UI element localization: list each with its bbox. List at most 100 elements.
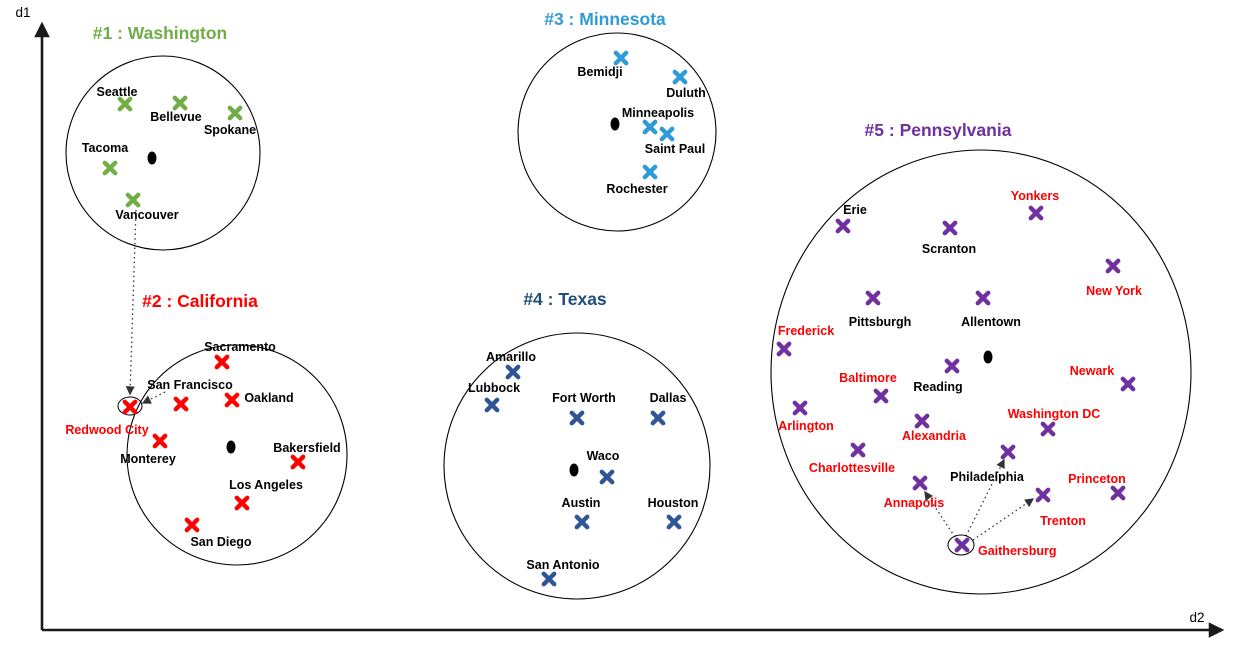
city-marker-monterey: [152, 433, 168, 449]
city-marker-los-angeles: [234, 495, 250, 511]
city-label-houston: Houston: [648, 496, 699, 510]
city-marker-allentown: [975, 290, 991, 306]
city-marker-saint-paul: [659, 126, 675, 142]
city-marker-austin: [574, 514, 590, 530]
city-label-vancouver: Vancouver: [115, 208, 178, 222]
city-marker-new-york: [1105, 258, 1121, 274]
city-label-spokane: Spokane: [204, 123, 256, 137]
city-marker-sacramento: [214, 354, 230, 370]
cluster-texas-circle: [443, 332, 711, 600]
city-label-bemidji: Bemidji: [577, 65, 622, 79]
city-label-scranton: Scranton: [922, 242, 976, 256]
city-label-yonkers: Yonkers: [1011, 189, 1059, 203]
city-label-oakland: Oakland: [244, 391, 293, 405]
city-marker-dallas: [650, 410, 666, 426]
city-label-baltimore: Baltimore: [839, 371, 897, 385]
cluster-title-washington: #1 : Washington: [93, 23, 228, 43]
city-label-princeton: Princeton: [1068, 472, 1126, 486]
cluster-california-centroid: [226, 440, 236, 454]
city-label-austin: Austin: [562, 496, 601, 510]
city-marker-amarillo: [505, 364, 521, 380]
city-marker-vancouver: [125, 192, 141, 208]
cluster-title-minnesota: #3 : Minnesota: [544, 9, 666, 29]
city-label-san-francisco: San Francisco: [147, 378, 233, 392]
city-marker-houston: [666, 514, 682, 530]
arrow-vancouver-to-redwood-city: [125, 209, 137, 396]
city-label-lubbock: Lubbock: [468, 381, 520, 395]
city-label-duluth: Duluth: [666, 86, 706, 100]
city-marker-tacoma: [102, 160, 118, 176]
city-label-newark: Newark: [1070, 364, 1115, 378]
city-label-washington-dc: Washington DC: [1008, 407, 1101, 421]
city-marker-bellevue: [172, 95, 188, 111]
city-marker-charlottesville: [850, 442, 866, 458]
city-label-allentown: Allentown: [961, 315, 1021, 329]
redwood-city-highlight: [117, 396, 143, 416]
city-marker-waco: [599, 469, 615, 485]
cluster-title-pennsylvania: #5 : Pennsylvania: [865, 120, 1012, 140]
city-label-redwood-city: Redwood City: [65, 423, 148, 437]
city-label-rochester: Rochester: [606, 182, 667, 196]
city-marker-princeton: [1110, 485, 1126, 501]
city-marker-redwood-city: [122, 399, 138, 415]
city-label-bellevue: Bellevue: [150, 110, 201, 124]
city-marker-gaithersburg: [954, 537, 970, 553]
cluster-california-circle: [126, 344, 348, 566]
city-label-waco: Waco: [587, 449, 620, 463]
city-marker-pittsburgh: [865, 290, 881, 306]
city-label-seattle: Seattle: [97, 85, 138, 99]
city-label-annapolis: Annapolis: [884, 496, 944, 510]
city-marker-minneapolis: [642, 119, 658, 135]
cluster-minnesota-centroid: [610, 117, 620, 131]
city-marker-san-francisco: [173, 396, 189, 412]
city-marker-spokane: [227, 105, 243, 121]
cluster-washington-centroid: [147, 151, 157, 165]
city-label-san-diego: San Diego: [190, 535, 251, 549]
city-marker-reading: [944, 358, 960, 374]
city-marker-fort-worth: [569, 410, 585, 426]
city-label-monterey: Monterey: [120, 452, 176, 466]
city-marker-san-diego: [184, 517, 200, 533]
city-marker-washington-dc: [1040, 421, 1056, 437]
gaithersburg-highlight: [947, 534, 975, 556]
arrow-gaithersburg-to-philadelphia: [965, 458, 1005, 537]
city-label-arlington: Arlington: [778, 419, 834, 433]
city-marker-philadelphia: [1000, 444, 1016, 460]
city-marker-baltimore: [873, 388, 889, 404]
city-marker-san-antonio: [541, 571, 557, 587]
city-label-new-york: New York: [1086, 284, 1142, 298]
city-label-tacoma: Tacoma: [82, 141, 129, 155]
city-marker-scranton: [942, 220, 958, 236]
city-marker-annapolis: [912, 475, 928, 491]
city-marker-bakersfield: [290, 454, 306, 470]
city-label-pittsburgh: Pittsburgh: [849, 315, 912, 329]
city-label-gaithersburg: Gaithersburg: [978, 544, 1057, 558]
y-axis-label: d1: [15, 5, 30, 20]
cluster-pennsylvania-circle: [770, 149, 1192, 595]
city-marker-frederick: [776, 341, 792, 357]
arrow-gaithersburg-to-trenton: [972, 498, 1035, 541]
cluster-minnesota-circle: [517, 32, 717, 232]
city-marker-duluth: [672, 69, 688, 85]
city-marker-rochester: [642, 164, 658, 180]
city-marker-seattle: [117, 96, 133, 112]
city-marker-arlington: [792, 400, 808, 416]
city-marker-bemidji: [613, 50, 629, 66]
city-label-trenton: Trenton: [1040, 514, 1086, 528]
city-label-reading: Reading: [913, 380, 962, 394]
city-label-erie: Erie: [843, 203, 867, 217]
city-marker-oakland: [224, 392, 240, 408]
city-label-alexandria: Alexandria: [902, 429, 967, 443]
cluster-title-texas: #4 : Texas: [523, 289, 607, 309]
city-label-philadelphia: Philadelphia: [950, 470, 1025, 484]
city-label-sacramento: Sacramento: [204, 340, 276, 354]
city-label-san-antonio: San Antonio: [526, 558, 600, 572]
cluster-pennsylvania-centroid: [983, 350, 993, 364]
cluster-texas-centroid: [569, 463, 579, 477]
city-label-bakersfield: Bakersfield: [273, 441, 340, 455]
city-label-frederick: Frederick: [778, 324, 834, 338]
city-marker-yonkers: [1028, 205, 1044, 221]
city-marker-trenton: [1035, 487, 1051, 503]
